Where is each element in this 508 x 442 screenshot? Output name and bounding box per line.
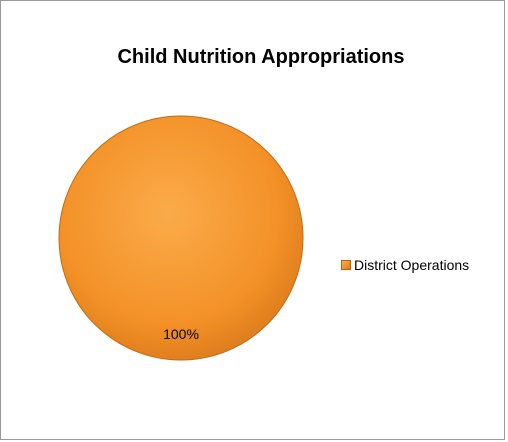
legend-label: District Operations	[354, 257, 470, 273]
legend-swatch	[341, 260, 351, 270]
legend: District Operations	[341, 257, 469, 273]
pie-slice-1	[58, 115, 304, 361]
pie-data-label: 100%	[163, 326, 199, 342]
chart-title: Child Nutrition Appropriations	[117, 46, 405, 68]
